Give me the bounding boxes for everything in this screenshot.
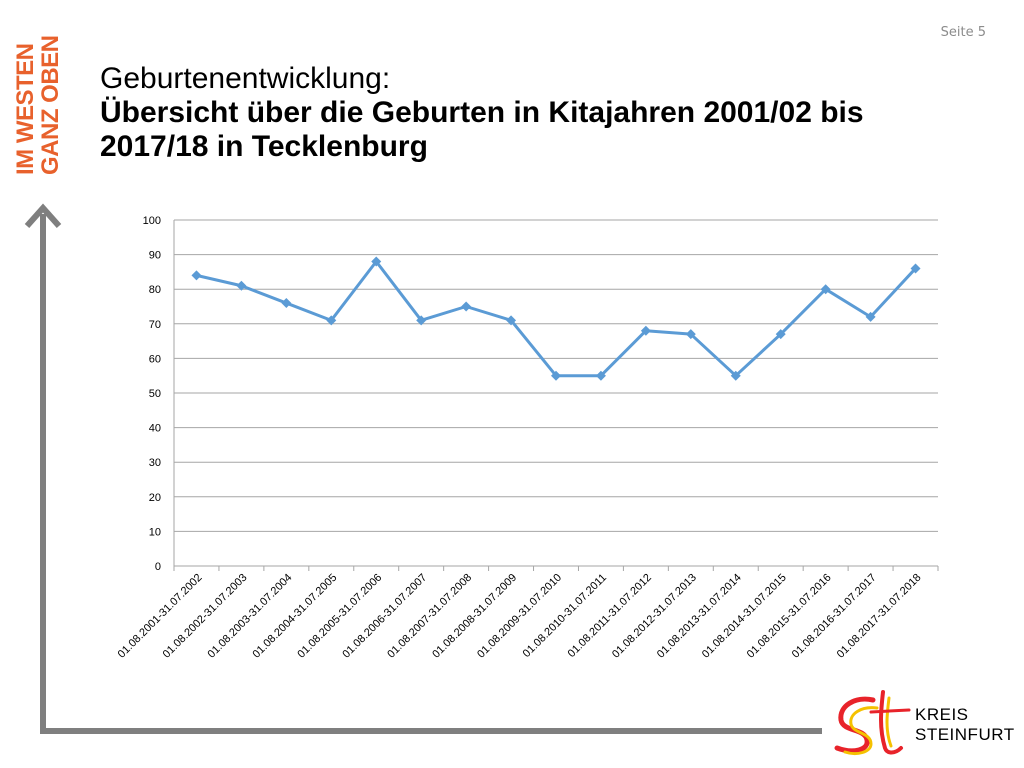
y-tick-label: 60 [149,353,161,365]
slide-title: Geburtenentwicklung: Übersicht über die … [100,62,980,164]
x-tick-label: 01.08.2003-31.07.2004 [206,572,295,661]
data-point [910,263,921,274]
title-line-1: Geburtenentwicklung: [100,62,391,95]
chart-grid [173,219,939,571]
y-tick-label: 50 [149,388,161,400]
data-point [730,370,741,381]
data-point [506,315,517,326]
x-tick-label: 01.08.2004-31.07.2005 [250,572,339,661]
data-point [236,280,247,291]
x-tick-label: 01.08.2008-31.07.2009 [430,572,519,661]
x-tick-label: 01.08.2011-31.07.2012 [566,572,654,660]
data-point [416,315,427,326]
y-tick-label: 90 [149,250,161,262]
x-tick-label: 01.08.2015-31.07.2016 [745,572,834,661]
y-tick-label: 70 [149,319,161,331]
y-tick-label: 20 [149,492,161,504]
y-tick-label: 10 [149,526,161,538]
data-point [865,311,876,322]
x-tick-label: 01.08.2017-31.07.2018 [835,572,924,661]
y-tick-label: 0 [155,561,161,573]
data-point [595,370,606,381]
data-point [551,370,561,381]
x-tick-label: 01.08.2002-31.07.2003 [161,572,250,661]
y-tick-label: 100 [143,215,161,227]
x-axis-ticks: 01.08.2001-31.07.200201.08.2002-31.07.20… [116,572,924,661]
logo-line-2: STEINFURT [915,725,1015,744]
title-line-2: Übersicht über die Geburten in Kitajahre… [100,96,864,163]
data-point [371,256,382,267]
data-point [685,329,696,340]
data-point [640,325,651,336]
x-tick-label: 01.08.2005-31.07.2006 [295,572,384,661]
x-tick-label: 01.08.2010-31.07.2011 [521,572,609,660]
x-tick-label: 01.08.2012-31.07.2013 [610,572,699,661]
data-point [461,301,472,312]
data-point [326,315,337,326]
data-point [191,270,202,281]
x-tick-label: 01.08.2007-31.07.2008 [385,572,474,661]
logo-wordmark: KREIS STEINFURT [915,705,1015,745]
x-tick-label: 01.08.2016-31.07.2017 [790,572,879,661]
chart-series [191,256,921,381]
data-point [820,284,831,295]
y-tick-label: 30 [149,457,161,469]
data-point [281,298,292,309]
x-tick-label: 01.08.2009-31.07.2010 [475,572,564,661]
y-axis-ticks: 0 10 20 30 40 50 60 70 80 90 100 [143,215,161,573]
x-tick-label: 01.08.2013-31.07.2014 [655,572,744,661]
x-tick-label: 01.08.2001-31.07.2002 [116,572,205,661]
x-tick-label: 01.08.2014-31.07.2015 [700,572,789,661]
logo-line-1: KREIS [915,705,969,724]
data-point [775,329,786,340]
y-tick-label: 80 [149,284,161,296]
y-tick-label: 40 [149,423,161,435]
page-number: Seite 5 [940,25,986,40]
kreis-steinfurt-logo [834,690,911,756]
x-tick-label: 01.08.2006-31.07.2007 [340,572,429,661]
